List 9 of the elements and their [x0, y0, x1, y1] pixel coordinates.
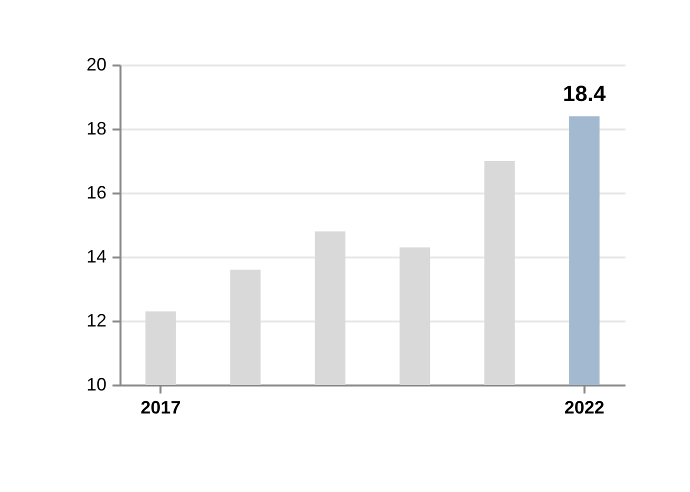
x-tick-label: 2017	[140, 398, 181, 418]
y-tick-label: 10	[86, 374, 106, 394]
y-tick-label: 18	[86, 118, 106, 138]
y-tick-label: 12	[86, 310, 106, 330]
y-tick-label: 16	[86, 182, 106, 202]
y-tick-label: 20	[86, 54, 106, 74]
data-label: 18.4	[562, 81, 606, 106]
x-tick-label: 2022	[564, 398, 604, 418]
y-tick-label: 14	[86, 246, 106, 266]
